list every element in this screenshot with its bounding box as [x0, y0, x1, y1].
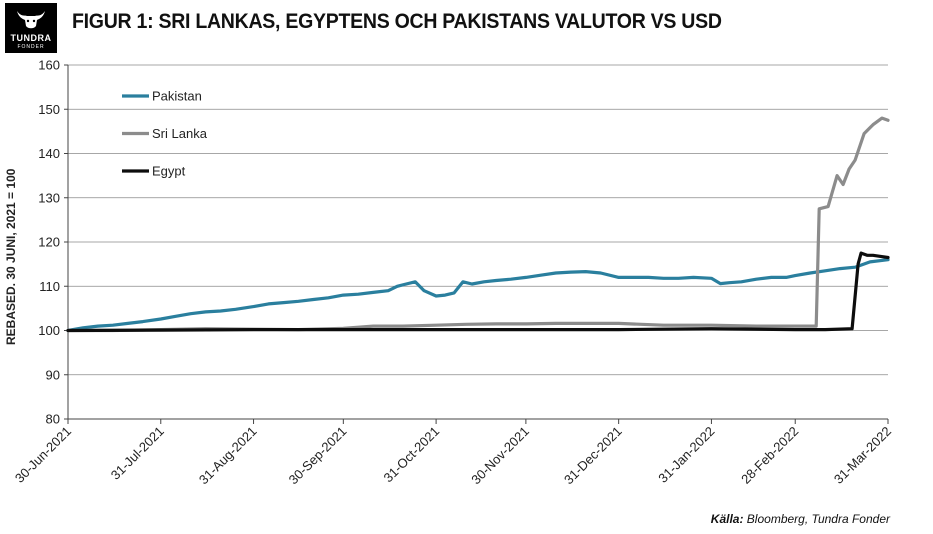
x-tick-label: 31-Dec-2021	[561, 424, 625, 488]
y-tick-label: 130	[38, 190, 60, 205]
y-tick-label: 110	[39, 279, 60, 294]
source-note: Källa: Bloomberg, Tundra Fonder	[711, 512, 890, 526]
y-tick-label: 80	[46, 412, 60, 427]
logo-subtext: FONDER	[17, 44, 45, 50]
x-tick-label: 30-Nov-2021	[468, 424, 532, 488]
y-tick-label: 100	[38, 323, 60, 338]
x-tick-label: 31-Oct-2021	[381, 424, 443, 486]
x-tick-label: 30-Jun-2021	[12, 424, 74, 486]
tundra-logo: TUNDRA FONDER	[5, 3, 57, 53]
legend-label-egypt: Egypt	[152, 164, 186, 179]
legend: Pakistan Sri Lanka Egypt	[122, 89, 208, 179]
x-tick-label: 31-Aug-2021	[196, 424, 260, 488]
y-tick-label: 90	[46, 367, 60, 382]
axis-layer: 80 90 100 110 120 130 140 150 160 30-Jun-2021 31-J…	[12, 58, 894, 488]
x-tick-label: 28-Feb-2022	[738, 424, 801, 487]
x-tick-label: 31-Jul-2021	[108, 424, 167, 483]
series-line-egypt	[66, 251, 890, 333]
series-line-sri-lanka	[66, 116, 890, 333]
x-tick-label: 31-Mar-2022	[831, 424, 894, 487]
legend-label-pakistan: Pakistan	[152, 89, 202, 104]
legend-label-sri-lanka: Sri Lanka	[152, 126, 208, 141]
x-tick-label: 30-Sep-2021	[286, 424, 350, 488]
y-tick-label: 140	[38, 146, 60, 161]
series-line-pakistan	[66, 258, 890, 333]
source-text: Bloomberg, Tundra Fonder	[743, 512, 890, 526]
bull-logo-icon	[17, 11, 45, 29]
chart-title: FIGUR 1: SRI LANKAS, EGYPTENS OCH PAKIST…	[72, 10, 722, 33]
logo-text: TUNDRA	[10, 33, 52, 43]
x-tick-label: 31-Jan-2022	[655, 424, 717, 486]
series-layer	[66, 116, 890, 333]
source-label: Källa:	[710, 512, 744, 526]
y-tick-label: 150	[38, 102, 60, 117]
y-tick-label: 160	[38, 58, 60, 73]
y-tick-label: 120	[38, 235, 60, 250]
